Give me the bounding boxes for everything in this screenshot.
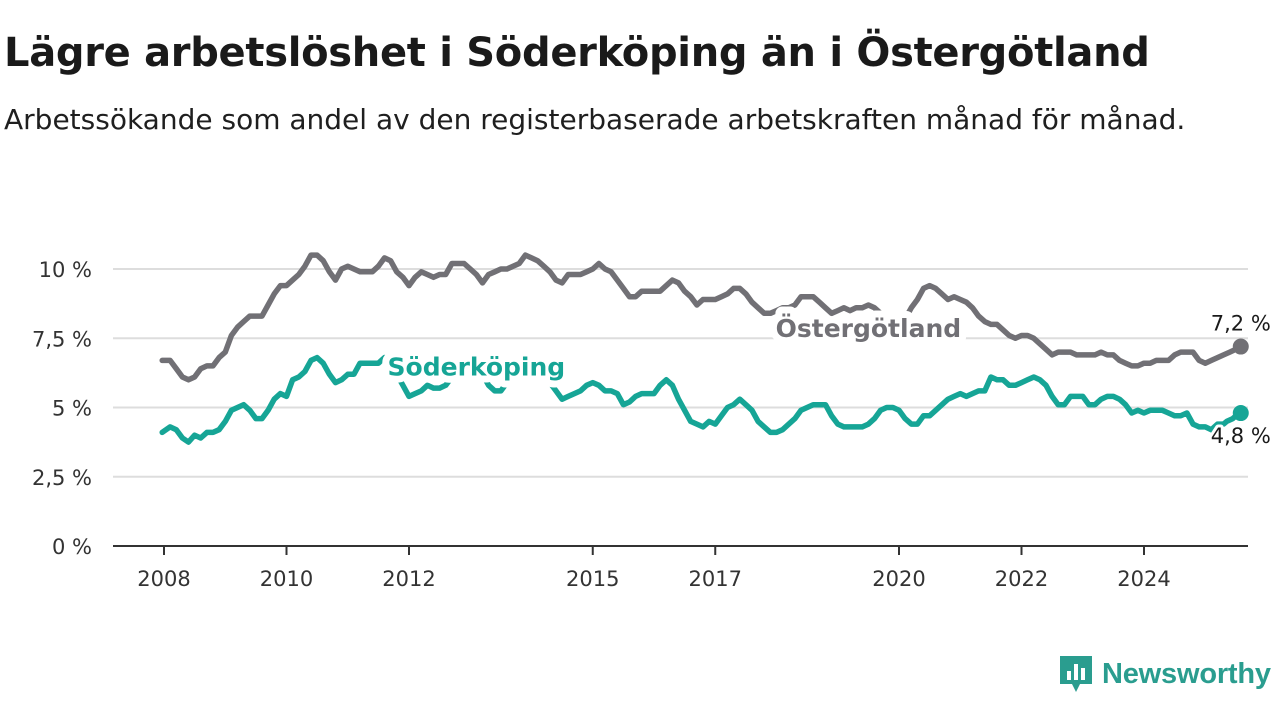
end-label-halo-1: 4,8 %: [1211, 424, 1271, 448]
y-axis-ticks: 0 % 2,5 % 5 % 7,5 % 10 %: [32, 258, 92, 559]
end-label-0: 7,2 %: [1211, 312, 1271, 336]
x-tick-label: 2024: [1117, 567, 1170, 591]
x-tick-label: 2020: [872, 567, 925, 591]
y-tick-label: 7,5 %: [32, 327, 92, 351]
chart-title: Lägre arbetslöshet i Söderköping än i Ös…: [4, 30, 1150, 76]
y-tick-label: 10 %: [39, 258, 92, 282]
end-label-1: 4,8 %: [1211, 424, 1271, 448]
x-tick-label: 2015: [566, 567, 619, 591]
series-label-1: Söderköping: [388, 353, 566, 382]
chart-subtitle: Arbetssökande som andel av den registerb…: [4, 103, 1186, 136]
brand-name: Newsworthy: [1102, 657, 1271, 690]
end-marker-1: [1232, 405, 1249, 422]
y-tick-label: 0 %: [52, 535, 92, 559]
gridlines: [113, 268, 1248, 478]
newsworthy-logo-icon: [1060, 656, 1092, 692]
x-tick-label: 2012: [382, 567, 435, 591]
x-tick-label: 2010: [260, 567, 313, 591]
series-label-0: Östergötland: [776, 313, 962, 343]
series-line-1: [159, 354, 1244, 445]
series-line-0: [159, 252, 1244, 383]
series-label-halo-1: Söderköping: [388, 353, 566, 382]
x-tick-label: 2008: [137, 567, 190, 591]
series-lines: [159, 252, 1249, 445]
series-label-halo-0: Östergötland: [776, 313, 962, 343]
newsworthy-logo[interactable]: Newsworthy: [1058, 654, 1271, 694]
x-tick-label: 2017: [689, 567, 742, 591]
x-tick-label: 2022: [995, 567, 1048, 591]
y-tick-label: 5 %: [52, 397, 92, 421]
end-label-halo-0: 7,2 %: [1211, 312, 1271, 336]
end-marker-0: [1232, 338, 1249, 355]
x-axis: 2008 2010 2012 2015 2017 2020 2022 2024: [113, 545, 1248, 591]
y-tick-label: 2,5 %: [32, 466, 92, 490]
